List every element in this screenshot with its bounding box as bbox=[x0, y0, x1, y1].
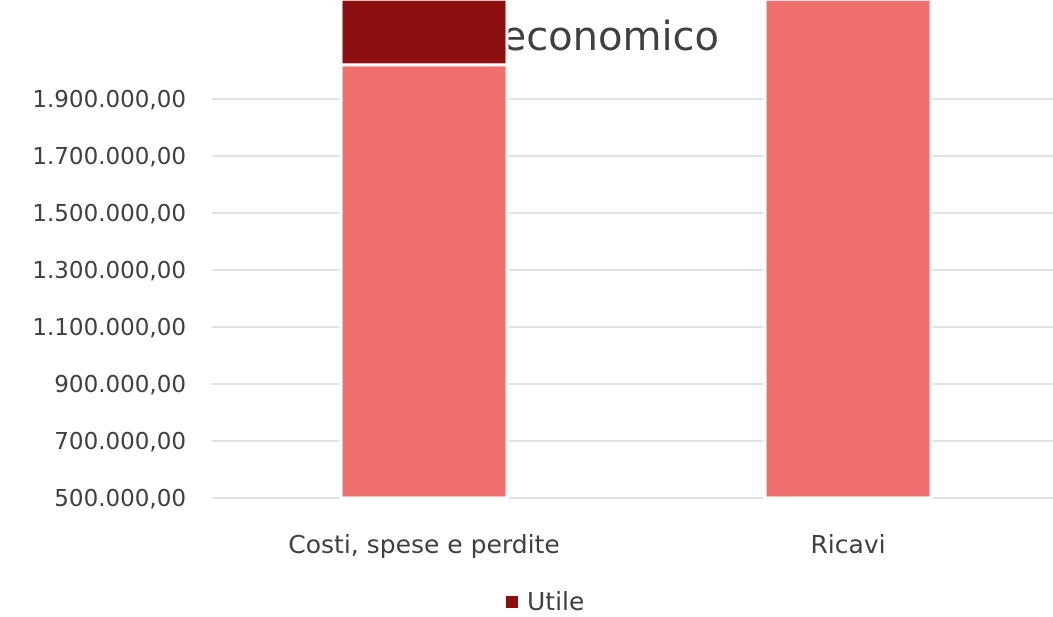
x-category-label: Costi, spese e perdite bbox=[288, 530, 559, 559]
x-category-label: Ricavi bbox=[810, 530, 885, 559]
y-tick-label: 1.300.000,00 bbox=[32, 258, 186, 284]
bar bbox=[339, 0, 509, 67]
y-tick-label: 1.100.000,00 bbox=[32, 315, 186, 341]
y-tick-label: 500.000,00 bbox=[54, 486, 186, 512]
y-axis-ticks: 500.000,00 700.000,00 900.000,00 1.100.000,… bbox=[32, 87, 186, 512]
y-tick-label: 700.000,00 bbox=[54, 429, 186, 455]
legend-swatch bbox=[506, 596, 518, 608]
y-tick-label: 1.500.000,00 bbox=[32, 201, 186, 227]
legend-label: Utile bbox=[527, 587, 584, 613]
bars bbox=[339, 0, 933, 500]
legend: Utile bbox=[506, 587, 584, 616]
x-axis-categories: Costi, spese e perdite Ricavi bbox=[288, 530, 885, 559]
y-tick-label: 900.000,00 bbox=[54, 372, 186, 398]
bar bbox=[339, 63, 509, 500]
y-tick-label: 1.700.000,00 bbox=[32, 144, 186, 170]
bar bbox=[763, 0, 933, 500]
y-tick-label: 1.900.000,00 bbox=[32, 87, 186, 113]
